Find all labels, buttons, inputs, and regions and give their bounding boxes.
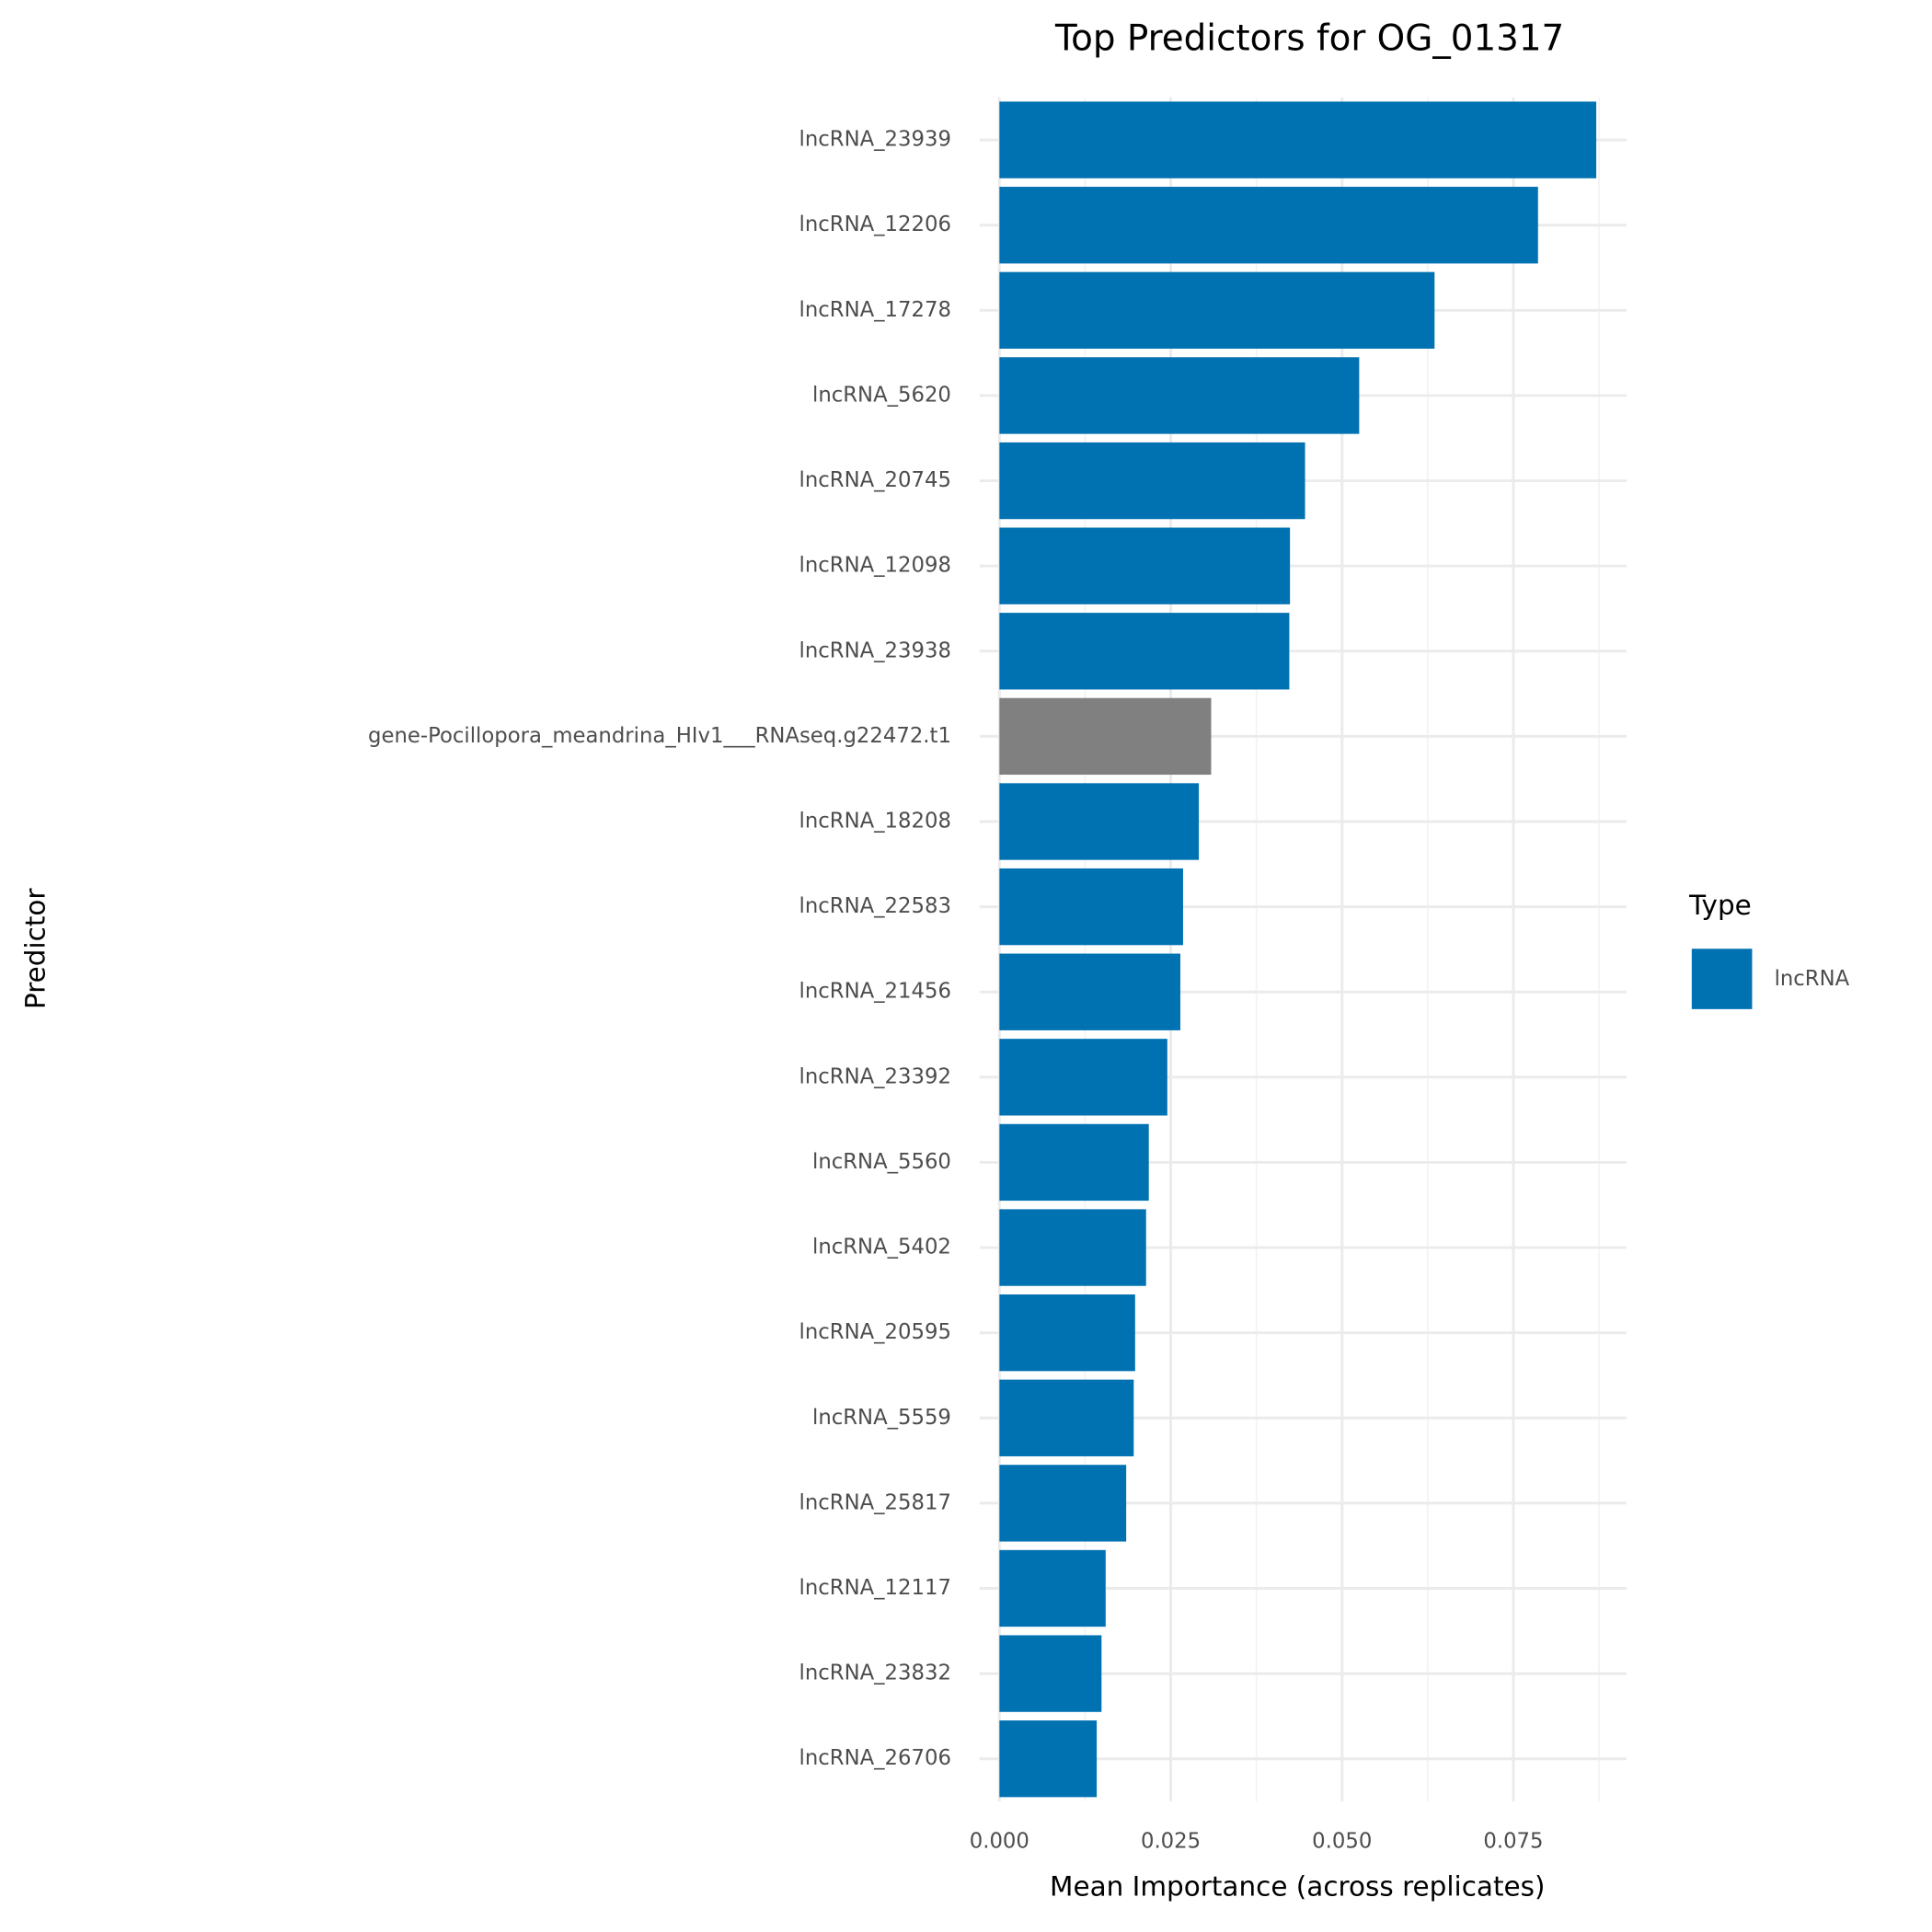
- chart-title: Top Predictors for OG_01317: [1054, 18, 1564, 60]
- bar: [999, 1209, 1146, 1286]
- legend-title: Type: [1688, 890, 1752, 921]
- bar: [999, 187, 1538, 264]
- y-tick-label: lncRNA_5402: [812, 1236, 951, 1259]
- x-axis-title: Mean Importance (across replicates): [1050, 1870, 1545, 1902]
- bar: [999, 783, 1200, 860]
- y-tick-label: lncRNA_18208: [799, 810, 951, 834]
- y-tick-label: lncRNA_22583: [799, 894, 951, 918]
- bar: [999, 1039, 1167, 1116]
- y-tick-label: lncRNA_21456: [799, 980, 951, 1004]
- y-tick-label: lncRNA_17278: [799, 298, 951, 322]
- bar: [999, 1635, 1102, 1712]
- x-tick-label: 0.050: [1312, 1830, 1372, 1854]
- legend-key: [1691, 949, 1753, 1009]
- y-tick-label: lncRNA_5559: [812, 1406, 951, 1430]
- bar: [999, 101, 1597, 178]
- bar: [999, 442, 1305, 520]
- x-tick-label: 0.025: [1141, 1830, 1201, 1854]
- bar: [999, 953, 1180, 1030]
- y-tick-label: lncRNA_12117: [799, 1576, 951, 1600]
- y-tick-label: lncRNA_25817: [799, 1490, 951, 1514]
- bar: [999, 1465, 1127, 1542]
- bar: [999, 357, 1360, 434]
- bar: [999, 527, 1291, 604]
- y-tick-label: lncRNA_23392: [799, 1064, 951, 1088]
- bar: [999, 1123, 1149, 1202]
- x-tick-label: 0.000: [970, 1830, 1029, 1854]
- y-tick-label: lncRNA_26706: [799, 1746, 951, 1770]
- bar: [999, 1549, 1106, 1627]
- y-tick-label: lncRNA_5560: [812, 1150, 951, 1174]
- bar: [999, 271, 1435, 350]
- x-tick-label: 0.075: [1483, 1830, 1543, 1854]
- bar: [999, 1720, 1098, 1798]
- y-tick-label: lncRNA_12098: [799, 554, 951, 578]
- bar: [999, 1294, 1135, 1372]
- bar: [999, 868, 1183, 946]
- y-tick-label: gene-Pocillopora_meandrina_HIv1___RNAseq…: [368, 724, 951, 748]
- y-tick-label: lncRNA_20745: [799, 468, 951, 492]
- y-tick-label: lncRNA_23832: [799, 1662, 951, 1685]
- bar: [999, 1379, 1134, 1456]
- y-tick-label: lncRNA_12206: [799, 213, 951, 236]
- bar: [999, 697, 1212, 776]
- legend-label: lncRNA: [1775, 967, 1850, 991]
- y-tick-label: lncRNA_23939: [799, 128, 951, 152]
- y-tick-label: lncRNA_20595: [799, 1320, 951, 1344]
- y-axis-title: Predictor: [20, 888, 52, 1009]
- bar: [999, 613, 1290, 690]
- y-tick-label: lncRNA_23938: [799, 638, 951, 662]
- y-tick-label: lncRNA_5620: [812, 383, 951, 407]
